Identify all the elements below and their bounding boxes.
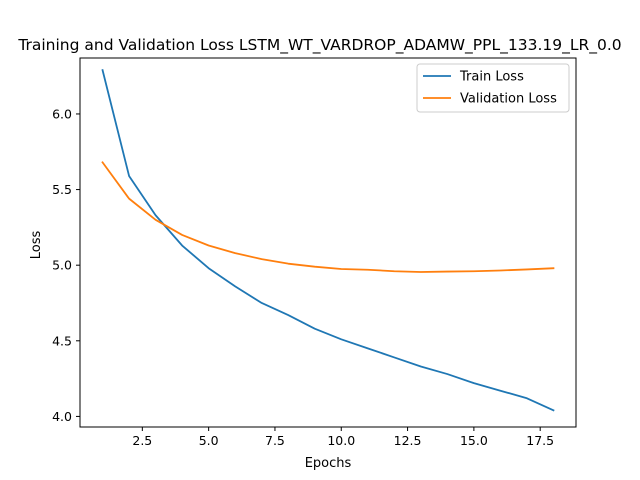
x-tick-label: 17.5 <box>526 433 554 448</box>
y-tick-label: 4.5 <box>52 333 72 348</box>
y-axis-title: Loss <box>29 231 44 260</box>
x-tick-label: 12.5 <box>394 433 422 448</box>
y-tick-label: 6.0 <box>52 106 72 121</box>
series-line-validation-loss <box>101 161 555 273</box>
ticks-layer: 2.5 5.0 7.5 10.0 12.5 15.0 17.5 4.0 4.5 5.0 5.5 6.0 <box>52 106 554 448</box>
series-layer <box>101 69 555 412</box>
x-tick-label: 10.0 <box>327 433 355 448</box>
x-tick-label: 7.5 <box>265 433 285 448</box>
x-tick-label: 15.0 <box>460 433 488 448</box>
plot-frame <box>79 57 577 428</box>
x-tick-label: 2.5 <box>132 433 152 448</box>
x-axis-title: Epochs <box>305 456 352 471</box>
legend-label-validation-loss: Validation Loss <box>460 92 557 107</box>
legend-box <box>416 63 570 113</box>
y-tick-label: 5.0 <box>52 258 72 273</box>
y-tick-label: 5.5 <box>52 182 72 197</box>
axes-layer <box>79 57 577 428</box>
chart-title: Training and Validation Loss LSTM_WT_VAR… <box>17 36 621 55</box>
y-tick-label: 4.0 <box>52 409 72 424</box>
x-tick-label: 5.0 <box>199 433 219 448</box>
legend: Train Loss Validation Loss <box>416 63 570 113</box>
series-line-train-loss <box>101 69 555 412</box>
legend-label-train-loss: Train Loss <box>459 70 524 85</box>
